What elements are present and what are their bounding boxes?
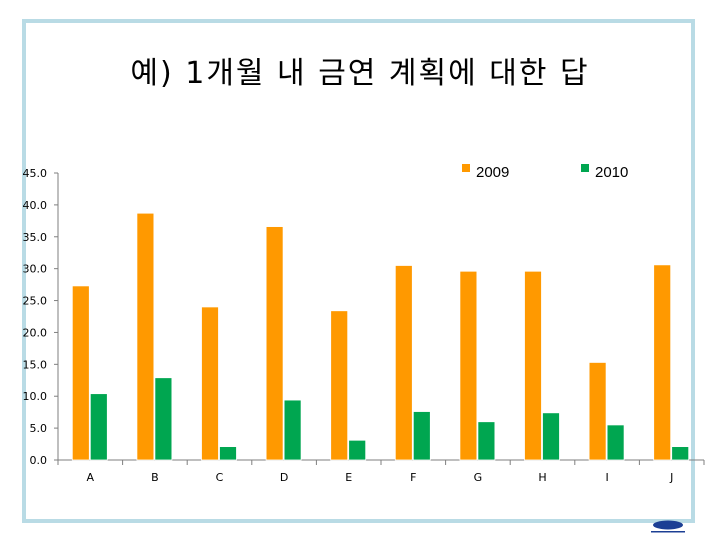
y-axis: 0.0 5.0 10.0 15.0 20.0 25.0 30.0 35.0 40.0 45.0 [23, 167, 59, 467]
bar-2010-B [154, 377, 173, 461]
legend-swatch-2009 [462, 164, 470, 172]
legend-label-2010: 2010 [595, 164, 628, 181]
y-tick-label: 40.0 [23, 199, 48, 212]
y-tick-label: 5.0 [30, 422, 48, 435]
bar-2009-J [653, 264, 672, 461]
bars [71, 212, 690, 461]
bar-2009-C [201, 306, 219, 461]
legend: 2009 2010 [462, 164, 628, 181]
bar-2010-I [606, 424, 625, 461]
samsung-hospital-logo [651, 520, 685, 533]
bar-2010-J [671, 446, 690, 461]
y-tick-label: 20.0 [23, 326, 48, 339]
bar-2010-E [348, 439, 367, 461]
bar-2010-F [412, 411, 431, 461]
bar-2009-A [71, 285, 90, 461]
bar-2009-H [524, 270, 542, 461]
bar-2009-D [265, 226, 284, 461]
bar-2009-I [588, 362, 607, 461]
bar-2009-B [136, 212, 155, 461]
legend-label-2009: 2009 [476, 164, 509, 181]
bar-2009-G [459, 270, 478, 461]
y-tick-label: 25.0 [23, 295, 48, 308]
y-tick-label: 0.0 [30, 454, 48, 467]
bar-2009-E [330, 310, 349, 461]
y-tick-label: 45.0 [23, 167, 48, 180]
bar-2009-F [394, 265, 413, 461]
x-tick-label: B [151, 471, 159, 484]
x-tick-label: A [87, 471, 95, 484]
y-tick-label: 10.0 [23, 390, 48, 403]
x-tick-label: G [474, 471, 483, 484]
x-tick-label: F [410, 471, 416, 484]
bar-2010-G [477, 421, 496, 461]
bar-2010-A [89, 393, 108, 461]
x-tick-label: J [669, 471, 673, 484]
x-axis: A B C D E F G H I J [57, 459, 705, 484]
bar-2010-D [283, 399, 302, 461]
y-tick-label: 35.0 [23, 231, 48, 244]
slide-frame [22, 19, 695, 523]
y-tick-label: 15.0 [23, 358, 48, 371]
x-tick-label: D [280, 471, 288, 484]
legend-swatch-2010 [581, 164, 589, 172]
bar-2010-H [542, 412, 560, 461]
x-tick-label: H [538, 471, 546, 484]
y-tick-label: 30.0 [23, 263, 48, 276]
x-tick-label: E [345, 471, 352, 484]
bar-2010-C [219, 446, 237, 461]
x-tick-label: I [605, 471, 608, 484]
slide-title: 예) 1개월 내 금연 계획에 대한 답 [130, 56, 590, 91]
x-tick-label: C [216, 471, 224, 484]
